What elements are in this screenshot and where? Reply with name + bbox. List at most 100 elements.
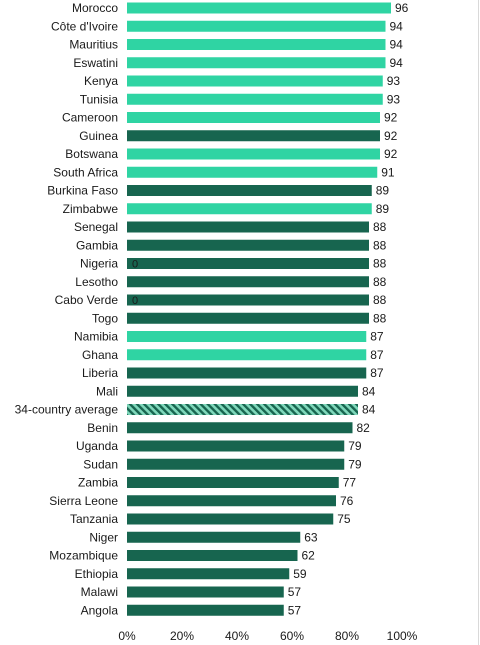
value-label-cote-d-ivoire: 94 — [390, 19, 404, 33]
bar-mozambique — [127, 550, 298, 561]
value-label-liberia: 87 — [370, 366, 384, 380]
value-label-botswana: 92 — [384, 147, 398, 161]
bar-nigeria — [127, 258, 369, 269]
x-tick-label-40: 40% — [225, 629, 249, 643]
bar-angola — [127, 604, 284, 616]
bar-burkina-faso — [127, 185, 372, 196]
bar-eswatini — [127, 57, 386, 69]
bar-cameroon — [127, 112, 380, 123]
value-label-morocco: 96 — [395, 1, 409, 15]
category-label-niger: Niger — [89, 530, 118, 544]
bar-uganda — [127, 440, 345, 452]
bar-lesotho — [127, 276, 369, 288]
value-label-ethiopia: 59 — [293, 567, 307, 581]
value-label-lesotho: 88 — [373, 275, 387, 289]
value-label-ghana: 87 — [370, 348, 384, 362]
value-label-eswatini: 94 — [390, 56, 404, 70]
category-label-ethiopia: Ethiopia — [75, 567, 119, 581]
value-label-kenya: 93 — [387, 74, 401, 88]
bar-cote-d-ivoire — [127, 20, 386, 32]
category-label-morocco: Morocco — [72, 1, 118, 15]
bar-namibia — [127, 331, 367, 342]
category-label-gambia: Gambia — [76, 238, 118, 252]
value-label-tanzania: 75 — [337, 512, 351, 526]
bar-ghana — [127, 349, 367, 361]
bar-south-africa — [127, 166, 378, 178]
category-label-nigeria: Nigeria — [80, 257, 118, 271]
category-label-guinea: Guinea — [79, 129, 118, 143]
bar-botswana — [127, 148, 380, 160]
category-label-south-africa: South Africa — [53, 165, 118, 179]
x-tick-label-100: 100% — [387, 629, 418, 643]
category-label-mauritius: Mauritius — [69, 38, 118, 52]
value-label-sudan: 79 — [348, 457, 362, 471]
x-tick-label-80: 80% — [335, 629, 359, 643]
bar-benin — [127, 422, 353, 434]
value-label-south-africa: 91 — [381, 165, 395, 179]
category-label-ghana: Ghana — [82, 348, 118, 362]
value-label-malawi: 57 — [288, 585, 302, 599]
value-label-mauritius: 94 — [390, 38, 404, 52]
bar-kenya — [127, 75, 383, 87]
bar-sudan — [127, 458, 345, 470]
value-label-gambia: 88 — [373, 238, 387, 252]
value-label-sierra-leone: 76 — [340, 494, 354, 508]
category-label-benin: Benin — [87, 421, 118, 435]
category-label-sudan: Sudan — [83, 457, 118, 471]
value-label-nigeria: 88 — [373, 257, 387, 271]
category-label-liberia: Liberia — [82, 366, 118, 380]
category-label-burkina-faso: Burkina Faso — [47, 184, 118, 198]
value-label-togo: 88 — [373, 311, 387, 325]
category-label-uganda: Uganda — [76, 439, 118, 453]
bar-cabo-verde — [127, 294, 369, 306]
bar-34-country-average — [127, 404, 358, 415]
category-label-botswana: Botswana — [65, 147, 118, 161]
value-label-senegal: 88 — [373, 220, 387, 234]
value-label-uganda: 79 — [348, 439, 362, 453]
value-label-tunisia: 93 — [387, 92, 401, 106]
annotation-1: 0 — [132, 295, 138, 307]
category-label-tunisia: Tunisia — [80, 92, 119, 106]
category-label-zambia: Zambia — [78, 476, 118, 490]
x-tick-label-0: 0% — [118, 629, 136, 643]
category-label-34-country-average: 34-country average — [15, 403, 119, 417]
category-label-cameroon: Cameroon — [62, 111, 118, 125]
value-label-burkina-faso: 89 — [376, 184, 390, 198]
value-label-mozambique: 62 — [302, 549, 316, 563]
bar-zimbabwe — [127, 203, 372, 215]
bar-tanzania — [127, 513, 334, 525]
bar-sierra-leone — [127, 495, 336, 507]
value-label-cabo-verde: 88 — [373, 293, 387, 307]
bar-senegal — [127, 221, 369, 233]
bar-liberia — [127, 367, 367, 379]
category-label-namibia: Namibia — [74, 330, 118, 344]
value-label-niger: 63 — [304, 530, 318, 544]
category-label-angola: Angola — [81, 603, 119, 617]
value-label-namibia: 87 — [370, 330, 384, 344]
value-label-angola: 57 — [288, 603, 302, 617]
category-label-cote-d-ivoire: Côte d'Ivoire — [51, 19, 118, 33]
annotation-0: 0 — [132, 259, 138, 271]
bar-mauritius — [127, 39, 386, 50]
bar-togo — [127, 312, 369, 324]
category-label-lesotho: Lesotho — [75, 275, 118, 289]
value-label-guinea: 92 — [384, 129, 398, 143]
value-label-benin: 82 — [357, 421, 371, 435]
x-tick-label-20: 20% — [170, 629, 194, 643]
bar-zambia — [127, 477, 339, 488]
category-label-zimbabwe: Zimbabwe — [63, 202, 119, 216]
category-label-senegal: Senegal — [74, 220, 118, 234]
bar-tunisia — [127, 93, 383, 105]
value-label-zimbabwe: 89 — [376, 202, 390, 216]
value-label-zambia: 77 — [343, 476, 357, 490]
x-tick-label-60: 60% — [280, 629, 304, 643]
category-label-mali: Mali — [96, 384, 118, 398]
bar-mali — [127, 385, 358, 397]
category-label-tanzania: Tanzania — [70, 512, 118, 526]
value-label-34-country-average: 84 — [362, 403, 376, 417]
value-label-cameroon: 92 — [384, 111, 398, 125]
bar-niger — [127, 531, 301, 543]
category-label-mozambique: Mozambique — [49, 549, 118, 563]
